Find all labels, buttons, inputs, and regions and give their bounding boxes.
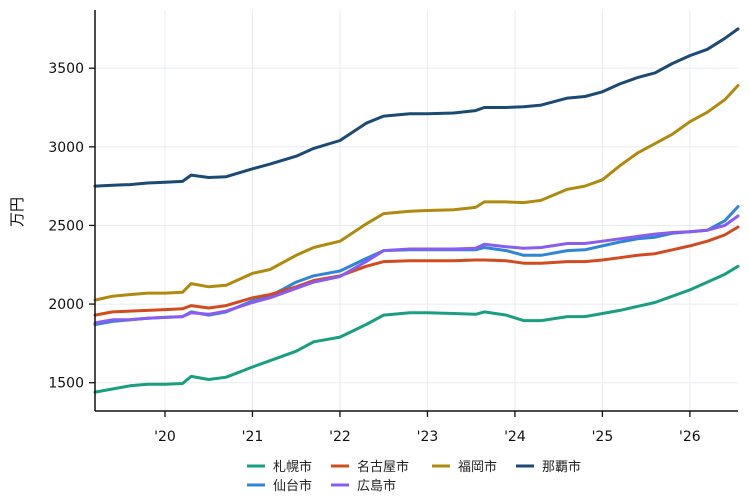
y-tick-label: 1500 — [48, 376, 84, 392]
x-tick-label: '25 — [592, 429, 614, 445]
x-tick-label: '26 — [679, 429, 701, 445]
series-line-2 — [93, 225, 740, 317]
legend-item-0: 札幌市 — [247, 459, 312, 475]
legend-label: 仙台市 — [273, 478, 312, 494]
x-tick-label: '20 — [154, 429, 176, 445]
grid — [95, 10, 738, 411]
x-tick-label: '21 — [242, 429, 264, 445]
series-line-3 — [93, 214, 740, 325]
x-tick-label: '22 — [329, 429, 351, 445]
series-line-5 — [93, 27, 740, 188]
y-axis-title: 万円 — [8, 197, 26, 227]
axes — [94, 10, 738, 412]
legend-label: 札幌市 — [273, 459, 312, 475]
tick-labels: 1500 2000 2500 3000 3500 '20 '21 '22 '23 '24 '25 '2… — [48, 61, 700, 445]
legend-label: 名古屋市 — [357, 459, 409, 475]
x-tick-label: '23 — [417, 429, 439, 445]
series-line-4 — [93, 84, 740, 302]
legend-label: 福岡市 — [458, 459, 497, 475]
x-tick-label: '24 — [504, 429, 526, 445]
y-tick-label: 3000 — [48, 140, 84, 156]
legend-item-4: 福岡市 — [432, 459, 497, 475]
legend-item-1: 仙台市 — [247, 478, 312, 494]
legend-item-3: 広島市 — [331, 478, 396, 494]
legend-item-5: 那覇市 — [516, 459, 581, 475]
y-tick-label: 2500 — [48, 218, 84, 234]
y-tick-label: 3500 — [48, 61, 84, 77]
legend-item-2: 名古屋市 — [331, 459, 409, 475]
y-tick-label: 2000 — [48, 297, 84, 313]
series-line-0 — [93, 264, 740, 394]
series-lines — [93, 27, 740, 394]
legend-label: 広島市 — [357, 478, 396, 494]
legend-label: 那覇市 — [542, 459, 581, 475]
